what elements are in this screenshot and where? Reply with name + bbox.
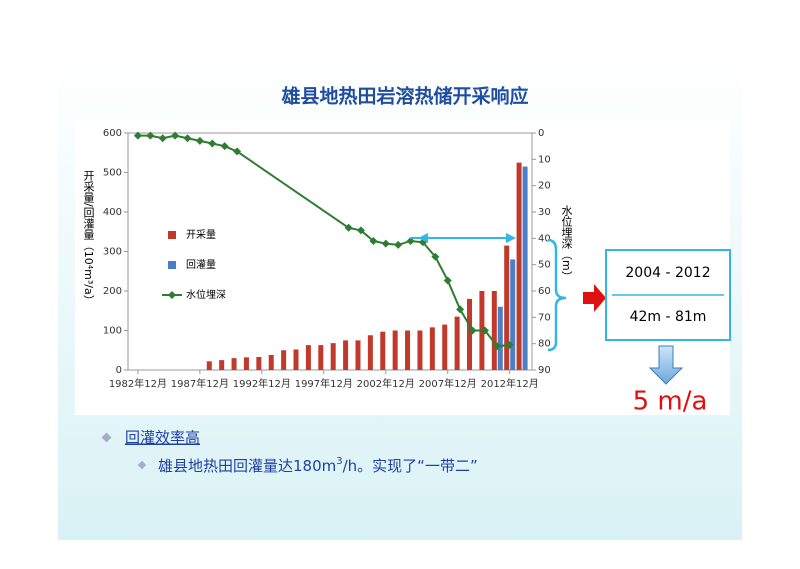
rate: 5 m/a <box>633 387 708 417</box>
line-marker <box>220 142 229 151</box>
legend-swatch <box>168 261 176 269</box>
line-marker <box>146 131 155 140</box>
box-depths: 42m - 81m <box>630 309 707 325</box>
y2-tick-label: 60 <box>538 286 551 297</box>
y2-tick-label: 30 <box>538 207 551 218</box>
bar <box>219 360 225 370</box>
sub-bullet: 雄县地热田回灌量达180m3/h。实现了“一带二” <box>158 456 478 475</box>
line-marker <box>183 134 192 143</box>
y2-tick-label: 50 <box>538 260 551 271</box>
line-marker <box>381 239 390 248</box>
y2-tick-label: 80 <box>538 339 551 350</box>
line-marker <box>158 134 167 143</box>
bar <box>392 330 398 370</box>
line-marker <box>431 252 440 261</box>
x-tick-label: 1997年12月 <box>295 377 353 390</box>
slide-title: 雄县地热田岩溶热储开采响应 <box>280 85 528 108</box>
y-tick-label: 200 <box>103 286 122 297</box>
x-tick-label: 1987年12月 <box>171 377 229 390</box>
chart: 0 100 200 300 400 500 600 0 10 20 30 40 50 60 70 80 90 19… <box>82 128 573 390</box>
x-tick-label: 2002年12月 <box>357 377 415 390</box>
red-arrow <box>583 284 606 312</box>
bar <box>417 330 423 370</box>
y-tick-label: 300 <box>103 247 122 258</box>
line-marker <box>233 147 242 156</box>
bar <box>467 298 473 370</box>
bar <box>510 259 516 370</box>
line-marker <box>344 223 353 232</box>
y-tick-label: 0 <box>116 365 122 376</box>
bar <box>256 356 262 370</box>
line-marker <box>171 131 180 140</box>
y-axis-label: 开采量/回灌量（10⁴m³/a） <box>82 170 95 306</box>
legend-label: 水位埋深 <box>186 288 226 301</box>
legend-label: 开采量 <box>186 229 216 241</box>
y-tick-label: 100 <box>103 326 122 337</box>
y2-tick-label: 90 <box>538 365 551 376</box>
line-marker <box>493 342 502 351</box>
bar <box>367 335 373 370</box>
bar <box>491 291 497 370</box>
bar <box>516 162 522 370</box>
bar <box>206 361 212 370</box>
y2-tick-label: 10 <box>538 154 551 165</box>
bar <box>343 340 349 370</box>
arrow-head <box>418 233 428 243</box>
bar <box>497 306 503 370</box>
sub-bullet-text: 雄县地热田回灌量达180m <box>158 457 336 475</box>
x-tick-label: 2012年12月 <box>481 377 539 390</box>
bar <box>442 324 448 370</box>
down-arrow <box>648 345 684 385</box>
x-tick-label: 2007年12月 <box>419 377 477 390</box>
bar <box>355 340 361 370</box>
box-years: 2004 - 2012 <box>625 265 710 281</box>
arrow-head <box>506 233 516 243</box>
bar <box>504 245 510 370</box>
bar <box>243 357 249 370</box>
y-tick-label: 400 <box>103 207 122 218</box>
line-marker <box>443 276 452 285</box>
bar <box>405 330 411 370</box>
line-marker <box>394 240 403 249</box>
y-tick-label: 600 <box>103 128 122 139</box>
line-marker <box>208 139 217 148</box>
line-marker <box>133 131 142 140</box>
y2-tick-label: 20 <box>538 181 551 192</box>
bar <box>522 166 528 370</box>
line-marker <box>468 326 477 335</box>
bar <box>318 345 324 370</box>
x-tick-label: 1992年12月 <box>233 377 291 390</box>
legend-label: 回灌量 <box>186 259 216 271</box>
bar <box>231 358 237 370</box>
bullet: 回灌效率高 <box>125 429 200 447</box>
line-marker <box>505 340 514 349</box>
line-marker <box>456 305 465 314</box>
bar <box>330 343 336 370</box>
legend-swatch <box>168 231 176 239</box>
line-marker <box>369 236 378 245</box>
y2-tick-label: 0 <box>538 128 544 139</box>
legend-marker <box>168 291 176 299</box>
y2-tick-label: 70 <box>538 312 551 323</box>
y-tick-label: 500 <box>103 168 122 179</box>
sub-bullet-sup: 3 <box>336 456 342 467</box>
bar <box>380 331 386 370</box>
bracket <box>547 238 567 352</box>
y2-tick-label: 40 <box>538 233 551 244</box>
x-tick-label: 1982年12月 <box>109 377 167 390</box>
line-marker <box>356 226 365 235</box>
bullet-icon <box>137 460 147 470</box>
bar <box>293 349 299 370</box>
bar <box>454 316 460 370</box>
y2-axis-label: 水位埋深（m） <box>560 205 573 282</box>
bar <box>281 350 287 370</box>
sub-bullet-text: /h。实现了“一带二” <box>343 457 478 475</box>
bar <box>268 354 274 370</box>
bar <box>305 345 311 370</box>
bar <box>429 327 435 370</box>
line-marker <box>195 136 204 145</box>
line-marker <box>480 326 489 335</box>
